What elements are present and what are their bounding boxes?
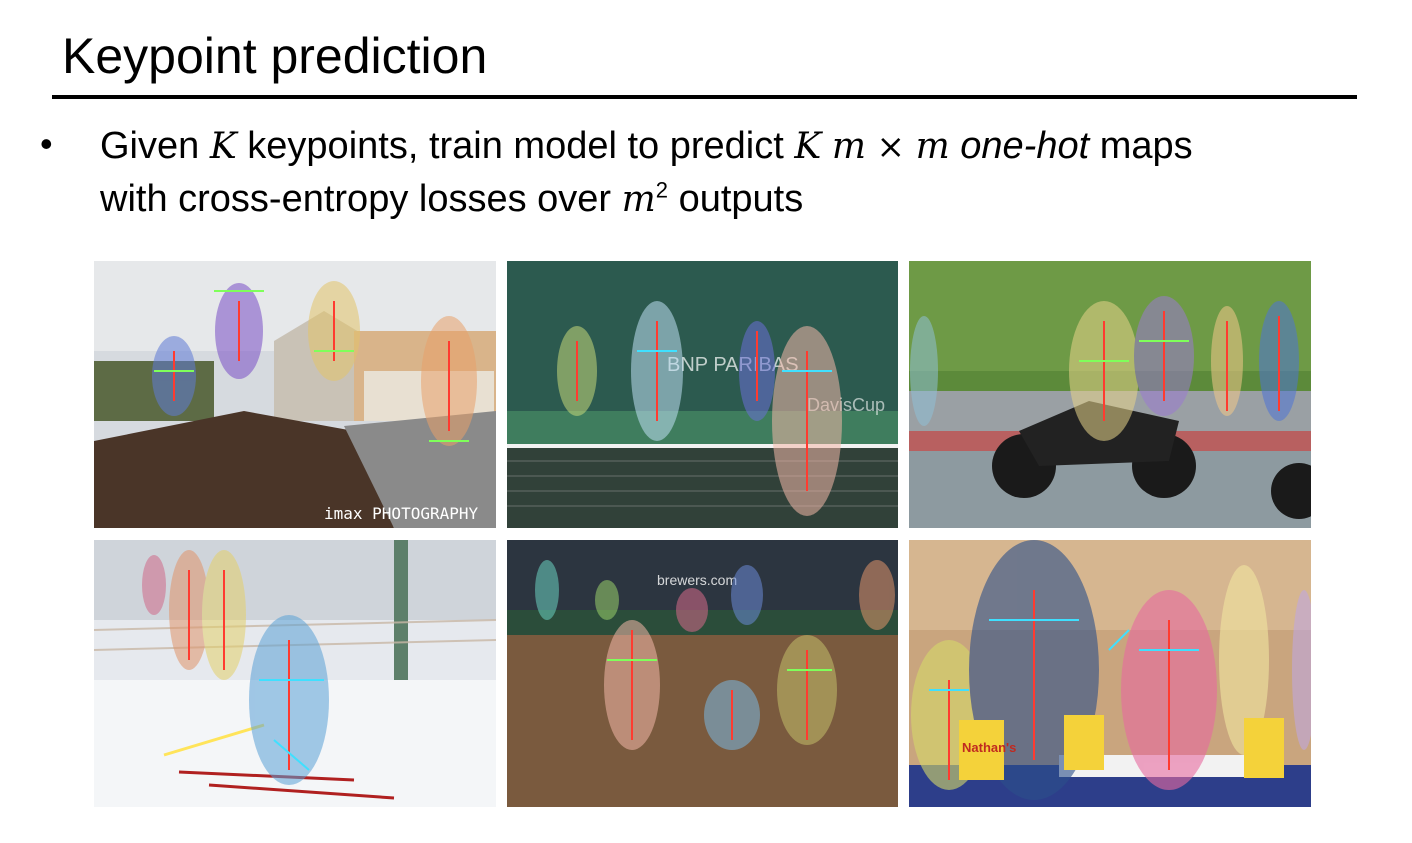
image-skiers: [94, 540, 496, 807]
math-var-m: m: [621, 179, 656, 220]
emphasis-one-hot: one-hot: [960, 125, 1090, 167]
photo-skateboard-jumpers-art: imax PHOTOGRAPHY: [94, 261, 496, 528]
bullet-text: Given K keypoints, train model to predic…: [100, 120, 1400, 226]
image-motorcycle-riders: [909, 261, 1311, 528]
cup-label: Nathan's: [962, 740, 1016, 755]
math-var-k: K: [794, 126, 822, 167]
bullet-text-part1: Given: [100, 125, 210, 167]
bullet-marker: •: [40, 123, 53, 164]
photo-baseball-players-art: brewers.com: [507, 540, 898, 807]
image-skateboard-jumpers: imax PHOTOGRAPHY: [94, 261, 496, 528]
math-var-m: m: [915, 126, 950, 167]
photo-motorcycle-riders-art: [909, 261, 1311, 528]
photo-tennis-players-art: BNP PARIBAS DavisCup: [507, 261, 898, 528]
image-banner-text: brewers.com: [657, 572, 737, 588]
title-underline: [52, 95, 1357, 99]
image-baseball-players: brewers.com: [507, 540, 898, 807]
photo-kids-interview-art: Nathan's: [909, 540, 1311, 807]
bullet-text-part3: maps: [1089, 125, 1193, 167]
math-var-k: K: [209, 126, 237, 167]
photo-skiers-art: [94, 540, 496, 807]
math-times: ×: [876, 127, 906, 167]
bullet-text-part5: outputs: [668, 178, 804, 220]
image-watermark: imax PHOTOGRAPHY: [324, 504, 478, 523]
slide-title: Keypoint prediction: [62, 28, 488, 84]
bullet-text-part4: with cross-entropy losses over: [100, 178, 622, 220]
math-var-m: m: [831, 126, 866, 167]
image-kids-interview: Nathan's: [909, 540, 1311, 807]
image-tennis-players: BNP PARIBAS DavisCup: [507, 261, 898, 528]
math-superscript: 2: [655, 177, 669, 203]
bullet-text-part2: keypoints, train model to predict: [236, 125, 795, 167]
